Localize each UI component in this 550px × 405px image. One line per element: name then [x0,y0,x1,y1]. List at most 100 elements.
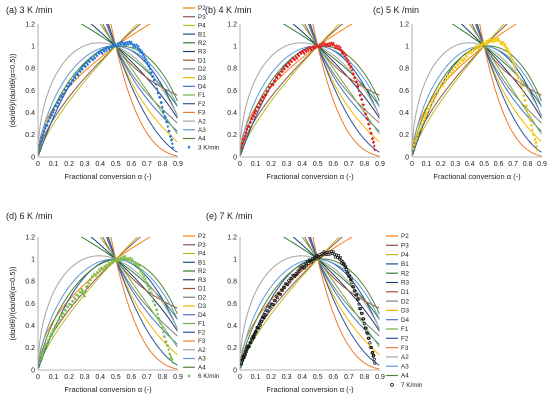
data-point [416,133,420,137]
model-curve-b1 [412,45,542,156]
data-point [139,48,142,52]
data-point [51,330,55,334]
data-point [58,317,62,322]
data-point [319,254,323,259]
y-tick-label: 0.6 [25,88,35,95]
legend-label-d1: D1 [198,57,207,64]
model-curves [38,24,178,157]
legend-label-d2: D2 [198,66,207,73]
data-point [124,256,128,261]
model-curve-a3 [38,258,178,363]
data-point [121,255,125,259]
data-point [56,321,60,325]
data-point [424,114,428,118]
model-curve-d3 [476,24,542,143]
data-point [331,250,335,254]
x-axis-label: Fractional conversion α (-) [64,385,152,394]
legend-label-f2: F2 [401,336,409,343]
data-point [532,132,536,137]
model-curve-p3 [240,24,344,153]
x-tick-label: 0 [36,161,40,168]
data-point [90,57,94,61]
data-point [368,341,372,345]
data-point [72,295,76,300]
model-curve-p2 [240,24,353,148]
data-point [513,64,517,68]
data-point [359,93,362,97]
data-point [470,51,474,55]
data-point [448,74,451,78]
legend-label-d4: D4 [198,312,207,319]
x-tick-label: 0.4 [465,161,475,168]
data-point [360,311,364,315]
y-tick-label: 0.4 [25,323,35,330]
data-point [268,85,272,90]
data-point [155,87,159,91]
data-point [258,102,262,107]
data-point [122,256,126,260]
legend-label-d4: D4 [198,84,207,91]
data-point [371,350,375,354]
x-axis-label: Fractional conversion α (-) [266,172,354,181]
x-tick-label: 0.8 [360,374,370,381]
data-point [419,127,422,131]
data-point [362,321,366,326]
data-point [133,43,136,47]
data-point [428,103,432,108]
y-tick-label: 0 [31,154,35,161]
x-tick-label: 0.2 [64,374,74,381]
y-tick-label: 0.4 [25,110,35,117]
data-point [247,345,251,349]
data-point [472,49,475,53]
data-point [158,316,161,321]
data-point [242,355,246,359]
experimental-points [412,36,539,152]
legend-label-f2: F2 [198,329,206,336]
data-point [521,89,524,93]
y-tick-label: 0.2 [227,132,237,139]
data-point [334,46,337,50]
data-point [90,274,94,278]
data-point [79,290,82,294]
data-point [133,262,136,266]
y-tick-label: 1.2 [25,21,35,28]
y-tick-label: 0.8 [227,66,237,73]
data-point [252,115,256,119]
data-point [169,355,173,359]
x-tick-label: 0 [36,374,40,381]
legend-label-a3: A3 [198,127,206,134]
data-point [332,41,335,45]
x-tick-label: 0.7 [142,374,152,381]
y-tick-label: 1 [31,257,35,264]
chart-panel-1: (a) 3 K /min 0 0.2 0.4 0.6 0.8 1 1.2 0 0.1 0.2 0.3 0… [6,5,220,181]
data-point [342,51,346,55]
data-point [344,264,348,268]
data-point [95,270,99,274]
x-tick-label: 0.1 [422,161,432,168]
data-point [497,37,500,41]
data-point [318,42,322,47]
data-point [150,291,153,295]
data-point [62,92,66,96]
data-point [336,46,339,50]
data-point [514,68,518,72]
data-point [494,39,498,43]
data-point [299,51,303,56]
legend-label-d3: D3 [401,308,410,315]
data-point [163,114,167,118]
data-point [142,275,146,279]
x-tick-label: 0.7 [508,161,518,168]
data-point [275,296,279,300]
data-point [148,287,152,291]
data-point [349,64,353,69]
data-point [109,263,112,267]
legend-label-a4: A4 [198,136,206,143]
model-curve-p3 [38,24,142,153]
data-point [240,362,244,366]
data-point [295,56,299,60]
data-point [93,56,97,60]
data-point [242,137,246,141]
model-curve-p4 [38,237,138,368]
data-point [262,96,266,100]
data-point [347,62,351,67]
